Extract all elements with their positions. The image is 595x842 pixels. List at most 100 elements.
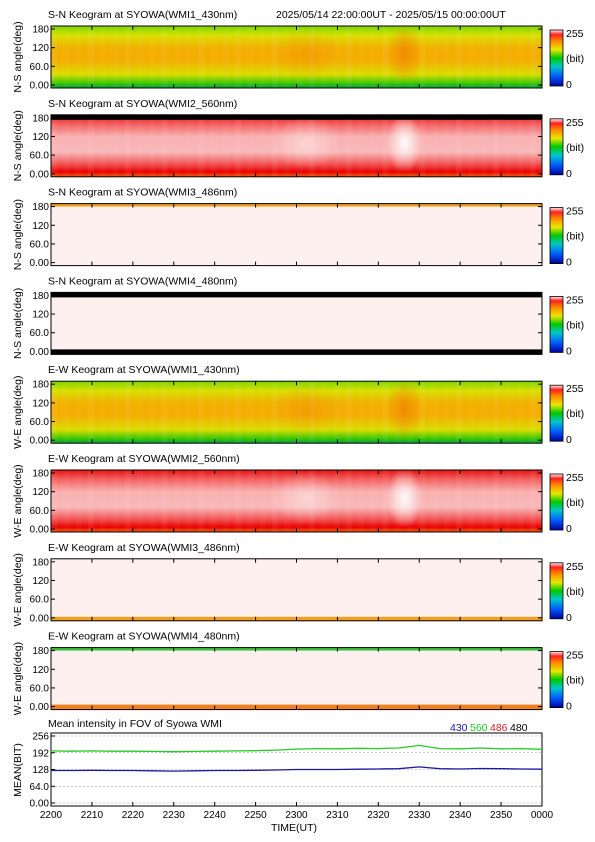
keogram-stripe	[235, 381, 242, 444]
keogram-stripe	[345, 470, 352, 532]
keogram-stripe	[529, 26, 536, 88]
keogram-stripe	[382, 381, 389, 444]
keogram-bright-patch	[386, 379, 423, 439]
line-chart-ytick-label: 0.00	[30, 799, 50, 810]
keogram-stripe	[456, 114, 463, 177]
colorbar-min-label: 0	[566, 257, 572, 269]
keogram-stripe	[51, 470, 58, 532]
keogram-ytick-label: 180	[32, 113, 49, 124]
keogram-stripe	[358, 381, 364, 443]
keogram-stripe	[505, 26, 511, 88]
legend-entry-430: 430	[450, 722, 468, 734]
colorbar-max-label: 255	[566, 294, 584, 306]
keogram-stripe	[76, 381, 82, 443]
keogram-stripe	[382, 26, 389, 88]
keogram-stripe	[382, 114, 389, 177]
keogram-stripe	[517, 115, 523, 177]
line-chart-ytick-label: 256	[32, 732, 49, 743]
colorbar-unit-label: (bit)	[566, 142, 584, 154]
keogram-stripe	[76, 115, 82, 177]
keogram-bright-patch	[272, 383, 341, 436]
keogram-stripe	[112, 381, 118, 443]
keogram-panel-4: S-N Keogram at SYOWA(WMI4_480nm) 180 120 60…	[12, 275, 584, 359]
keogram-stripe	[137, 115, 143, 177]
keogram-stripe	[161, 470, 168, 532]
colorbar-min-label: 0	[566, 612, 572, 624]
keogram-stripe	[124, 114, 131, 177]
keogram-stripe	[100, 26, 106, 88]
keogram-ytick-label: 0.00	[30, 613, 50, 624]
line-chart-title: Mean intensity in FOV of Syowa WMI	[48, 718, 222, 730]
keogram-stripe	[492, 381, 500, 444]
keogram-stripe	[345, 381, 352, 444]
keogram-stripe	[468, 381, 474, 443]
keogram-stripe	[432, 470, 438, 532]
keogram-stripe	[174, 26, 180, 88]
keogram-stripe	[87, 470, 94, 532]
keogram-stripe	[444, 381, 450, 443]
keogram-stripe	[468, 115, 474, 177]
colorbar-max-label: 255	[566, 117, 584, 129]
line-chart-ytick-label: 192	[32, 748, 49, 759]
keogram-title: E-W Keogram at SYOWA(WMI1_430nm)	[48, 364, 240, 376]
colorbar-min-label: 0	[566, 701, 572, 713]
keogram-stripe	[112, 115, 118, 177]
keogram-ytick-label: 180	[32, 646, 49, 657]
colorbar	[549, 118, 564, 176]
line-chart-xtick-label: 2240	[204, 810, 227, 821]
keogram-ytick-label: 120	[32, 398, 49, 409]
keogram-ylabel: N-S angle(deg)	[12, 199, 24, 270]
keogram-stripe	[358, 26, 364, 88]
keogram-stripe	[149, 26, 155, 88]
colorbar-min-label: 0	[566, 79, 572, 91]
keogram-ylabel: W-E angle(deg)	[12, 464, 24, 537]
keogram-stripe	[112, 470, 118, 532]
colorbar-max-label: 255	[566, 28, 584, 40]
keogram-stripe	[247, 381, 253, 443]
keogram-stripe	[505, 381, 511, 443]
keogram-ytick-label: 180	[32, 202, 49, 213]
keogram-ytick-label: 0.00	[30, 347, 50, 358]
keogram-panel-3: S-N Keogram at SYOWA(WMI3_486nm) 180 120 60…	[12, 187, 584, 271]
keogram-stripe	[492, 26, 500, 88]
keogram-ytick-label: 60.0	[30, 595, 50, 606]
keogram-stripe	[211, 26, 217, 88]
keogram-ytick-label: 60.0	[30, 683, 50, 694]
keogram-stripe	[149, 381, 155, 443]
colorbar	[549, 384, 564, 442]
keogram-ytick-label: 180	[32, 380, 49, 391]
colorbar	[549, 473, 564, 531]
keogram-stripe	[370, 115, 376, 177]
keogram-stripe	[382, 470, 389, 532]
keogram-title: S-N Keogram at SYOWA(WMI3_486nm)	[48, 187, 237, 199]
keogram-stripe	[186, 26, 192, 88]
keogram-ytick-label: 180	[32, 469, 49, 480]
keogram-stripe	[235, 114, 242, 177]
line-chart-xtick-label: 2250	[244, 810, 267, 821]
keogram-ytick-label: 60.0	[30, 328, 50, 339]
keogram-ylabel: W-E angle(deg)	[12, 376, 24, 449]
keogram-stripe	[370, 381, 376, 443]
keogram-stripe	[63, 470, 69, 532]
keogram-panel-6: E-W Keogram at SYOWA(WMI2_560nm) 180 120 60…	[12, 453, 584, 538]
line-chart-xtick-label: 2200	[40, 810, 63, 821]
colorbar-unit-label: (bit)	[566, 53, 584, 65]
keogram-ytick-label: 120	[32, 310, 49, 321]
keogram-stripe	[149, 470, 155, 532]
keogram-stripe	[211, 381, 217, 443]
keogram-stripe	[198, 470, 205, 532]
keogram-title: S-N Keogram at SYOWA(WMI1_430nm)	[48, 9, 237, 21]
colorbar-max-label: 255	[566, 650, 584, 662]
keogram-stripe	[63, 26, 69, 88]
colorbar	[549, 562, 564, 620]
keogram-stripe	[517, 470, 523, 532]
keogram-ylabel: W-E angle(deg)	[12, 642, 24, 715]
colorbar-unit-label: (bit)	[566, 408, 584, 420]
colorbar-max-label: 255	[566, 472, 584, 484]
line-chart-xlabel: TIME(UT)	[271, 822, 317, 834]
keogram-image	[51, 558, 542, 621]
keogram-stripe	[51, 114, 58, 177]
line-chart-legend: 430 560 486 480	[450, 722, 528, 734]
colorbar-unit-label: (bit)	[566, 497, 584, 509]
